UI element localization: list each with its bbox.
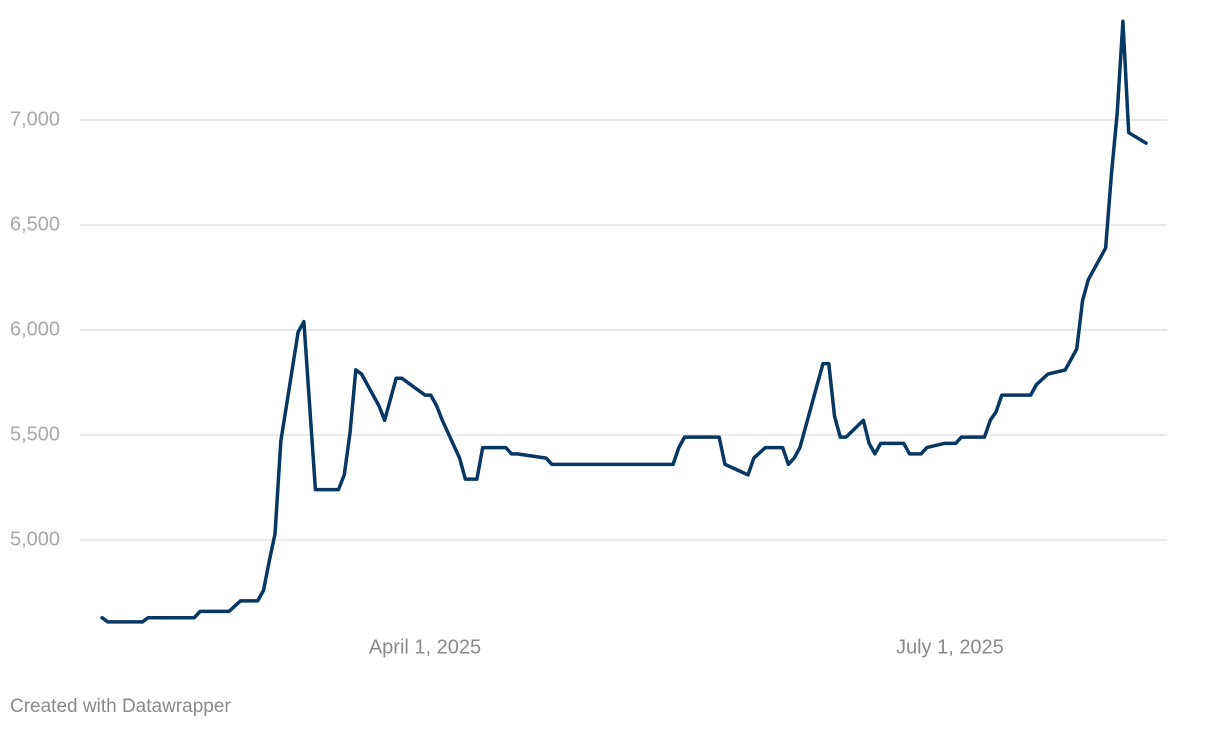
y-tick-label: 6,000 xyxy=(10,318,60,340)
y-tick-label: 7,000 xyxy=(10,108,60,130)
y-tick-label: 6,500 xyxy=(10,213,60,235)
line xyxy=(100,19,1148,624)
y-tick-label: 5,000 xyxy=(10,528,60,550)
x-tick-label: July 1, 2025 xyxy=(896,636,1004,658)
footer: Created with Datawrapper xyxy=(10,696,231,717)
x-tick-label: April 1, 2025 xyxy=(369,636,481,658)
y-tick-label: 5,500 xyxy=(10,423,60,445)
